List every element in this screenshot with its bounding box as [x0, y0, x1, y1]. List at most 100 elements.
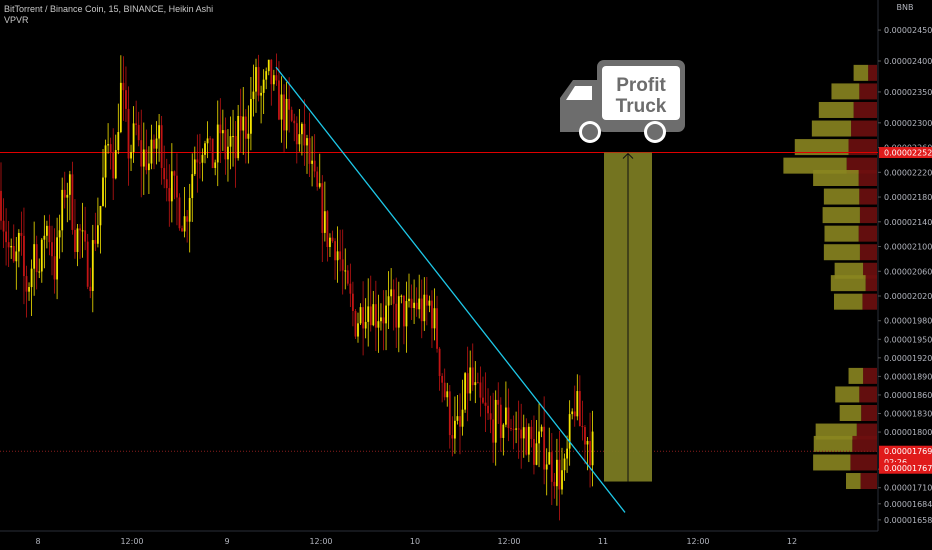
candle [109, 137, 112, 170]
candle [578, 375, 581, 427]
candle-body [372, 304, 375, 326]
candle [464, 371, 466, 413]
candle-body [89, 286, 92, 291]
candle [160, 115, 163, 185]
candle-body [295, 123, 298, 145]
candle-body [135, 123, 138, 125]
candle [395, 277, 398, 348]
low-price-tag-bg [879, 462, 932, 474]
candle [68, 170, 71, 221]
time-axis[interactable]: 8 12:00 9 12:00 10 12:00 11 12:00 12 [35, 537, 797, 546]
candle [0, 162, 2, 230]
candle-body [91, 240, 94, 291]
vpvr-up-bar [815, 423, 857, 440]
vpvr-down-bar [846, 157, 877, 174]
x-tick-label: 12:00 [686, 537, 709, 546]
candle [295, 116, 298, 164]
candle [48, 214, 51, 256]
candle-body [68, 174, 71, 195]
candle-body [403, 295, 405, 327]
candle-body [326, 211, 329, 247]
candle-body [51, 242, 53, 257]
candle-body [438, 348, 441, 377]
candle-body [349, 283, 352, 294]
candle [117, 103, 120, 155]
candle-body [548, 452, 551, 465]
candle-body [104, 145, 107, 178]
candle [130, 144, 132, 171]
candle [589, 412, 591, 488]
candle-body [571, 411, 574, 415]
candle [214, 159, 217, 176]
candle-body [387, 296, 390, 306]
y-tick-label: 0.00002300 [884, 119, 932, 128]
x-tick-label: 11 [598, 537, 608, 546]
candle-body [142, 149, 145, 167]
candle [502, 423, 505, 456]
candle [499, 397, 502, 452]
vpvr-up-bar [823, 244, 860, 261]
candle [510, 419, 512, 432]
candle [346, 265, 349, 286]
candle [527, 423, 530, 463]
candle-body [380, 317, 382, 322]
candle-body [515, 428, 517, 430]
y-tick-label: 0.00001920 [884, 354, 932, 363]
candle-body [262, 79, 265, 93]
candle [456, 395, 459, 425]
candle-body [199, 162, 201, 164]
candle [367, 278, 370, 347]
candle [357, 312, 359, 343]
candle [51, 225, 53, 276]
candle [102, 149, 104, 207]
candles [0, 53, 594, 521]
candle [550, 433, 553, 506]
vpvr-row [818, 101, 877, 118]
candle-body [107, 144, 109, 146]
vpvr-up-bar [824, 225, 859, 242]
candle-body [428, 300, 431, 306]
candle [224, 117, 227, 175]
y-tick-label: 0.00002350 [884, 88, 932, 97]
candle-body [413, 302, 415, 309]
candle [515, 411, 517, 444]
vpvr-row [824, 225, 877, 242]
x-tick-label: 9 [224, 537, 229, 546]
candle [204, 140, 206, 164]
candle-body [321, 183, 324, 233]
candle-body [471, 367, 474, 386]
candle-body [214, 162, 217, 168]
candle-body [576, 391, 579, 417]
candle-body [97, 225, 99, 244]
candle [150, 124, 153, 170]
vpvr-up-bar [839, 405, 862, 421]
candle-body [329, 237, 331, 247]
candle [219, 98, 222, 164]
candle [114, 134, 117, 180]
candle [7, 220, 10, 268]
candle [112, 128, 115, 201]
trendline[interactable] [275, 66, 626, 513]
truck-label-line1: Profit [616, 75, 666, 96]
candle-body [66, 194, 69, 198]
candle-body [390, 289, 393, 297]
candle-body [507, 407, 510, 429]
candle-body [227, 146, 229, 160]
candle-body [359, 307, 362, 324]
vpvr-up-bar [848, 367, 864, 384]
candle-body [395, 303, 398, 328]
candle-body [540, 426, 543, 432]
candle [28, 282, 30, 301]
candle [329, 233, 331, 257]
candle-body [191, 174, 194, 199]
candle [176, 153, 178, 226]
candle [540, 424, 543, 438]
x-tick-label: 12:00 [497, 537, 520, 546]
candle [525, 418, 528, 456]
candle [336, 226, 339, 283]
candle-body [178, 197, 181, 229]
candle-body [561, 470, 563, 490]
candle [438, 347, 441, 391]
candle [487, 388, 489, 421]
